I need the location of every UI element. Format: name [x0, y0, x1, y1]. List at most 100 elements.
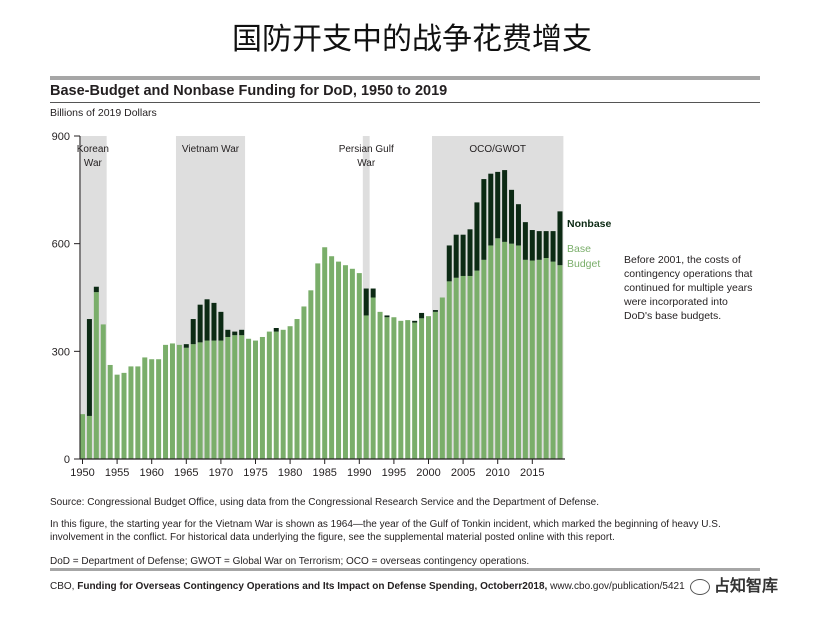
bar-base	[100, 324, 106, 459]
bar-nonbase	[204, 299, 210, 341]
bar-base	[384, 317, 390, 459]
abbreviations-note: DoD = Department of Defense; GWOT = Glob…	[50, 556, 530, 567]
bar-nonbase	[218, 311, 224, 341]
bar-base	[225, 336, 231, 459]
period-label: Korean	[77, 144, 109, 155]
x-tick-label: 1995	[382, 467, 406, 479]
bar-base	[509, 243, 515, 459]
bar-base	[356, 273, 362, 459]
bar-nonbase	[515, 204, 521, 246]
period-label: Persian Gulf	[339, 144, 394, 155]
bar-base	[363, 315, 369, 459]
bar-nonbase	[550, 231, 556, 262]
bottom-rule	[50, 568, 760, 571]
citation-url[interactable]: www.cbo.gov/publication/5421	[550, 581, 685, 592]
bar-base	[232, 335, 238, 459]
slide-title: 国防开支中的战争花费增支	[232, 22, 592, 57]
bar-base	[439, 297, 445, 459]
bar-base	[114, 374, 120, 459]
annotation-line: continued for multiple years	[624, 282, 752, 294]
bar-base	[349, 268, 355, 459]
bar-nonbase	[273, 328, 279, 332]
period-label: OCO/GWOT	[469, 144, 526, 155]
annotation-line: Before 2001, the costs of	[624, 254, 741, 266]
bar-base	[156, 359, 162, 459]
x-tick-label: 1990	[347, 467, 371, 479]
bar-base	[481, 259, 487, 459]
bar-base	[280, 329, 286, 459]
bar-base	[197, 342, 203, 459]
bar-base	[308, 290, 314, 459]
y-tick-label: 900	[52, 131, 70, 143]
period-label: War	[84, 158, 103, 169]
bar-base	[446, 281, 452, 459]
bar-base	[266, 331, 272, 459]
x-tick-label: 1970	[209, 467, 233, 479]
bar-nonbase	[446, 245, 452, 282]
bar-base	[259, 336, 265, 459]
bar-base	[453, 277, 459, 459]
bar-nonbase	[522, 222, 528, 260]
top-rule	[50, 76, 760, 80]
bar-base	[301, 306, 307, 459]
bar-base	[107, 364, 113, 459]
bar-nonbase	[488, 173, 494, 246]
x-tick-label: 2010	[485, 467, 509, 479]
bar-base	[253, 340, 258, 459]
bar-nonbase	[211, 302, 217, 341]
bar-base	[211, 340, 217, 459]
bar-base	[336, 261, 342, 459]
bar-base	[391, 317, 397, 459]
watermark: 占知智库	[690, 572, 778, 596]
bar-base	[467, 275, 473, 459]
y-tick-label: 300	[52, 346, 70, 358]
bar-nonbase	[536, 231, 542, 260]
bar-base	[412, 322, 418, 459]
bar-base	[502, 241, 508, 459]
citation-date: Octoberr2018,	[480, 581, 548, 592]
citation: CBO, Funding for Overseas Contingency Op…	[50, 581, 685, 592]
bar-base	[370, 297, 376, 459]
bar-base	[522, 259, 528, 459]
units-label: Billions of 2019 Dollars	[50, 107, 157, 119]
bar-nonbase	[474, 202, 480, 271]
citation-title: Funding for Overseas Contingency Operati…	[77, 581, 478, 592]
bar-nonbase	[460, 234, 466, 276]
bar-base	[190, 344, 196, 459]
bar-base	[121, 372, 127, 459]
x-tick-label: 1980	[278, 467, 302, 479]
title-underline	[50, 102, 760, 103]
legend-base: Budget	[567, 258, 600, 270]
x-tick-label: 2000	[416, 467, 440, 479]
bar-base	[543, 258, 549, 459]
bar-nonbase	[529, 230, 535, 261]
stacked-bar-chart: Korean War Vietnam War Persian Gulf War OCO/G…	[52, 131, 753, 479]
bar-base	[529, 260, 535, 459]
bar-nonbase	[495, 171, 501, 239]
bar-base	[515, 245, 521, 459]
bar-nonbase	[232, 331, 238, 336]
period-label: War	[357, 158, 376, 169]
bar-nonbase	[467, 229, 473, 276]
source-note: Source: Congressional Budget Office, usi…	[50, 497, 600, 508]
bar-base	[294, 319, 300, 459]
bar-nonbase	[363, 288, 369, 316]
bar-nonbase	[93, 286, 99, 293]
bar-base	[86, 415, 92, 459]
bar-base	[149, 359, 155, 459]
y-tick-label: 600	[52, 239, 70, 251]
wechat-icon	[690, 578, 710, 595]
bar-nonbase	[412, 320, 418, 323]
bar-base	[495, 238, 501, 459]
bar-base	[536, 259, 542, 459]
x-tick-label: 1975	[243, 467, 267, 479]
bar-nonbase	[432, 310, 438, 312]
bar-base	[550, 261, 556, 459]
period-label: Vietnam War	[182, 144, 240, 155]
bar-base	[142, 357, 148, 459]
bar-base	[273, 331, 279, 459]
x-tick-label: 1955	[105, 467, 129, 479]
bar-base	[315, 263, 321, 459]
y-tick-label: 0	[64, 454, 70, 466]
bar-base	[93, 292, 99, 459]
